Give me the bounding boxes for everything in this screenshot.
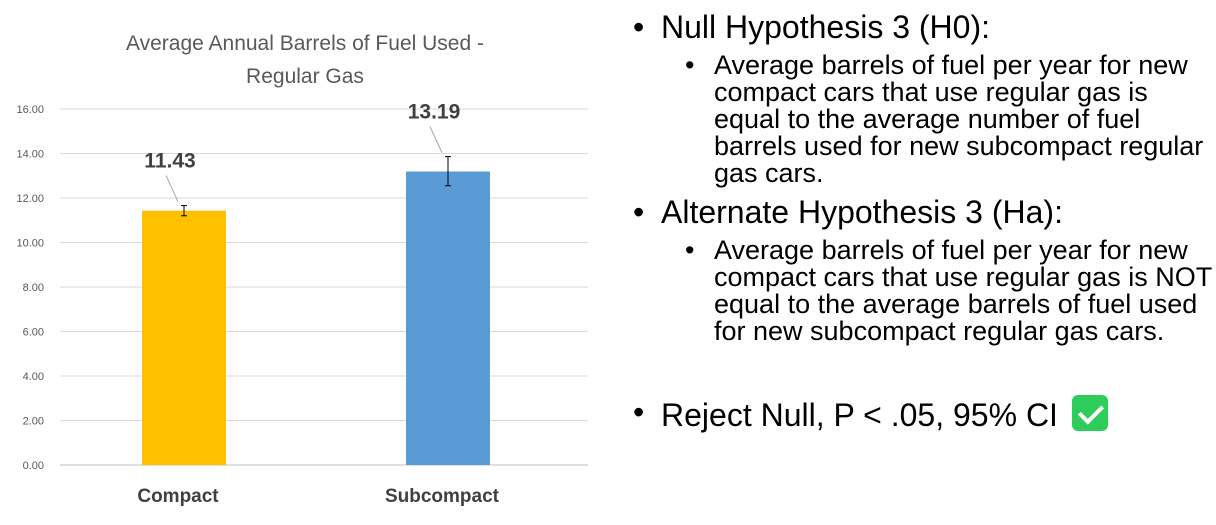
alternate-hypothesis-heading-text: Alternate Hypothesis 3 (Ha): (661, 194, 1063, 230)
y-tick-label: 10.00 (16, 238, 44, 250)
sub-bullet: • (685, 50, 695, 80)
hypothesis-panel: • Null Hypothesis 3 (H0): • Average barr… (633, 10, 1216, 432)
null-hypothesis-heading: • Null Hypothesis 3 (H0): (633, 10, 1216, 44)
y-tick-label: 14.00 (16, 149, 44, 161)
chart-title-line: Regular Gas (246, 65, 364, 88)
bar-subcompact (406, 171, 490, 465)
bar-chart: Average Annual Barrels of Fuel Used - Reg… (16, 32, 588, 507)
x-category-label: Subcompact (385, 486, 500, 507)
chart-title-line: Average Annual Barrels of Fuel Used - (126, 32, 484, 55)
y-tick-label: 2.00 (23, 416, 44, 428)
y-tick-label: 6.00 (23, 327, 44, 339)
data-label-leader (429, 126, 443, 153)
y-tick-label: 0.00 (23, 460, 44, 472)
alternate-hypothesis-heading: • Alternate Hypothesis 3 (Ha): (633, 195, 1216, 229)
alternate-hypothesis-detail: • Average barrels of fuel per year for n… (685, 237, 1216, 345)
null-hypothesis-heading-text: Null Hypothesis 3 (H0): (661, 9, 990, 45)
y-tick-label: 8.00 (23, 282, 44, 294)
sub-bullet: • (685, 235, 695, 265)
conclusion-text: Reject Null, P < .05, 95% CI (661, 397, 1058, 433)
conclusion: • Reject Null, P < .05, 95% CI (633, 395, 1216, 432)
y-tick-label: 12.00 (16, 193, 44, 205)
y-tick-label: 16.00 (16, 104, 44, 116)
alternate-hypothesis-text: Average barrels of fuel per year for new… (714, 235, 1212, 346)
null-hypothesis-text: Average barrels of fuel per year for new… (714, 50, 1204, 188)
null-hypothesis-detail: • Average barrels of fuel per year for n… (685, 52, 1216, 187)
bullet: • (633, 9, 645, 45)
checkmark-icon (1071, 395, 1108, 431)
bullet: • (633, 194, 645, 230)
y-tick-label: 4.00 (23, 371, 44, 383)
data-label: 11.43 (144, 150, 195, 173)
x-category-label: Compact (137, 486, 219, 507)
bar-compact (142, 210, 226, 465)
bullet: • (633, 394, 645, 430)
data-label: 13.19 (408, 101, 461, 124)
data-label-leader (165, 175, 179, 202)
